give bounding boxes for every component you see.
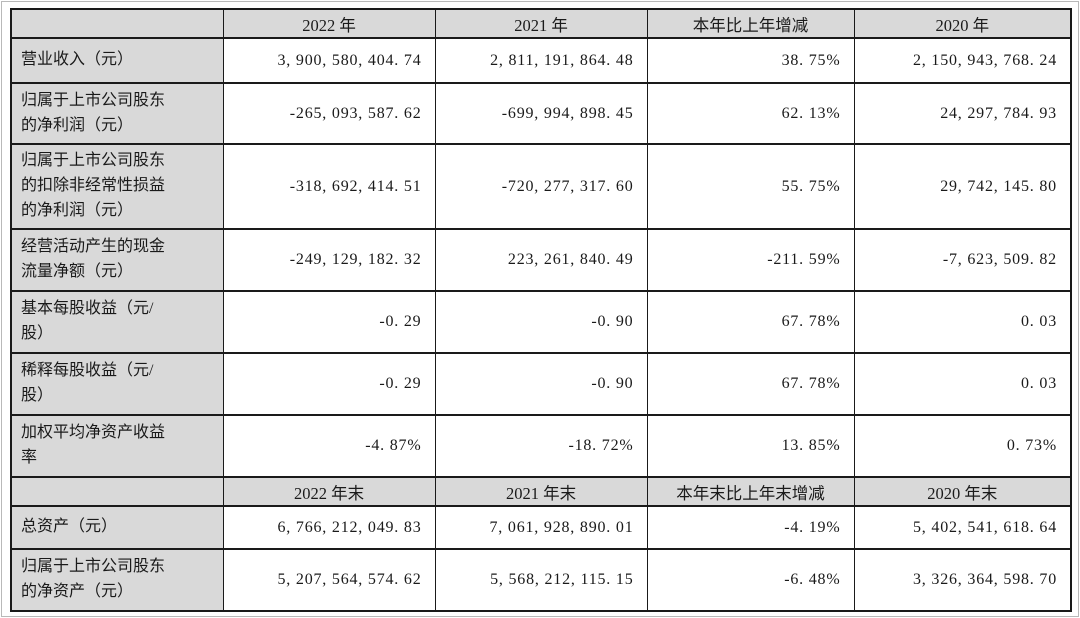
metric-label: 营业收入（元） (21, 51, 134, 69)
value-2020: 0. 03 (853, 290, 1072, 354)
col-header-2022: 2022 年 (222, 8, 436, 39)
value-yoy-change: 55. 75% (646, 143, 855, 230)
value-2020: 3, 326, 364, 598. 70 (853, 548, 1072, 612)
metric-row-weighted-avg-roe: 加权平均净资产收益率 -4. 87% -18. 72% 13. 85% 0. 7… (10, 414, 1072, 478)
value-yoy-change: 13. 85% (646, 414, 855, 478)
col-header-2020-year-end: 2020 年末 (853, 476, 1072, 507)
metric-label-cell: 总资产（元） (10, 505, 224, 550)
metric-label-cell: 归属于上市公司股东的扣除非经常性损益的净利润（元） (10, 143, 224, 230)
value-2021: -0. 90 (434, 290, 648, 354)
value-2020: 0. 73% (853, 414, 1072, 478)
col-header-2021: 2021 年 (434, 8, 648, 39)
value-2020: 5, 402, 541, 618. 64 (853, 505, 1072, 550)
metric-label: 经营活动产生的现金流量净额（元） (21, 238, 166, 280)
col-header-2021-year-end: 2021 年末 (434, 476, 648, 507)
metric-label: 加权平均净资产收益率 (21, 424, 166, 466)
value-yoy-change: 67. 78% (646, 290, 855, 354)
value-2022: -4. 87% (222, 414, 436, 478)
value-yoy-change: -6. 48% (646, 548, 855, 612)
value-2022: 3, 900, 580, 404. 74 (222, 37, 436, 84)
value-2020: 2, 150, 943, 768. 24 (853, 37, 1072, 84)
value-2021: 7, 061, 928, 890. 01 (434, 505, 648, 550)
financial-summary-table: 2022 年 2021 年 本年比上年增减 2020 年 营业收入（元） 3, … (10, 8, 1072, 612)
value-yoy-change: 67. 78% (646, 352, 855, 416)
metric-label: 归属于上市公司股东的净利润（元） (21, 91, 166, 134)
year-end-period-header-row: 2022 年末 2021 年末 本年末比上年末增减 2020 年末 (10, 476, 1072, 507)
value-2022: 6, 766, 212, 049. 83 (222, 505, 436, 550)
value-2020: 29, 742, 145. 80 (853, 143, 1072, 230)
metric-row-net-profit-excl-nonrecurring: 归属于上市公司股东的扣除非经常性损益的净利润（元） -318, 692, 414… (10, 143, 1072, 230)
value-yoy-change: -4. 19% (646, 505, 855, 550)
value-yoy-change: 38. 75% (646, 37, 855, 84)
metric-row-basic-eps: 基本每股收益（元/股） -0. 29 -0. 90 67. 78% 0. 03 (10, 290, 1072, 354)
value-2021: -0. 90 (434, 352, 648, 416)
corner-cell (10, 8, 224, 39)
metric-row-net-profit: 归属于上市公司股东的净利润（元） -265, 093, 587. 62 -699… (10, 82, 1072, 145)
metric-label: 归属于上市公司股东的净资产（元） (21, 558, 166, 600)
metric-label: 基本每股收益（元/股） (21, 300, 154, 342)
value-2022: -0. 29 (222, 290, 436, 354)
value-2022: -318, 692, 414. 51 (222, 143, 436, 230)
col-header-year-end-change: 本年末比上年末增减 (646, 476, 855, 507)
metric-label-cell: 归属于上市公司股东的净资产（元） (10, 548, 224, 612)
metric-label: 稀释每股收益（元/股） (21, 362, 154, 404)
corner-cell (10, 476, 224, 507)
value-2021: 223, 261, 840. 49 (434, 228, 648, 292)
value-2021: -18. 72% (434, 414, 648, 478)
value-2021: -720, 277, 317. 60 (434, 143, 648, 230)
value-yoy-change: -211. 59% (646, 228, 855, 292)
metric-label-cell: 营业收入（元） (10, 37, 224, 84)
metric-row-operating-cash-flow: 经营活动产生的现金流量净额（元） -249, 129, 182. 32 223,… (10, 228, 1072, 292)
value-2021: 2, 811, 191, 864. 48 (434, 37, 648, 84)
value-2022: -249, 129, 182. 32 (222, 228, 436, 292)
value-yoy-change: 62. 13% (646, 82, 855, 145)
metric-label-cell: 归属于上市公司股东的净利润（元） (10, 82, 224, 145)
value-2020: 24, 297, 784. 93 (853, 82, 1072, 145)
report-table-container: 2022 年 2021 年 本年比上年增减 2020 年 营业收入（元） 3, … (10, 8, 1072, 612)
metric-label-cell: 基本每股收益（元/股） (10, 290, 224, 354)
metric-label: 总资产（元） (21, 518, 118, 536)
metric-row-net-assets: 归属于上市公司股东的净资产（元） 5, 207, 564, 574. 62 5,… (10, 548, 1072, 612)
value-2021: 5, 568, 212, 115. 15 (434, 548, 648, 612)
col-header-2022-year-end: 2022 年末 (222, 476, 436, 507)
metric-row-total-assets: 总资产（元） 6, 766, 212, 049. 83 7, 061, 928,… (10, 505, 1072, 550)
value-2022: 5, 207, 564, 574. 62 (222, 548, 436, 612)
metric-row-diluted-eps: 稀释每股收益（元/股） -0. 29 -0. 90 67. 78% 0. 03 (10, 352, 1072, 416)
annual-period-header-row: 2022 年 2021 年 本年比上年增减 2020 年 (10, 8, 1072, 39)
metric-label-cell: 加权平均净资产收益率 (10, 414, 224, 478)
value-2020: -7, 623, 509. 82 (853, 228, 1072, 292)
metric-label: 归属于上市公司股东的扣除非经常性损益的净利润（元） (21, 152, 166, 219)
col-header-yoy-change: 本年比上年增减 (646, 8, 855, 39)
value-2020: 0. 03 (853, 352, 1072, 416)
metric-label-cell: 稀释每股收益（元/股） (10, 352, 224, 416)
value-2021: -699, 994, 898. 45 (434, 82, 648, 145)
value-2022: -265, 093, 587. 62 (222, 82, 436, 145)
col-header-2020: 2020 年 (853, 8, 1072, 39)
value-2022: -0. 29 (222, 352, 436, 416)
metric-label-cell: 经营活动产生的现金流量净额（元） (10, 228, 224, 292)
metric-row-revenue: 营业收入（元） 3, 900, 580, 404. 74 2, 811, 191… (10, 37, 1072, 84)
